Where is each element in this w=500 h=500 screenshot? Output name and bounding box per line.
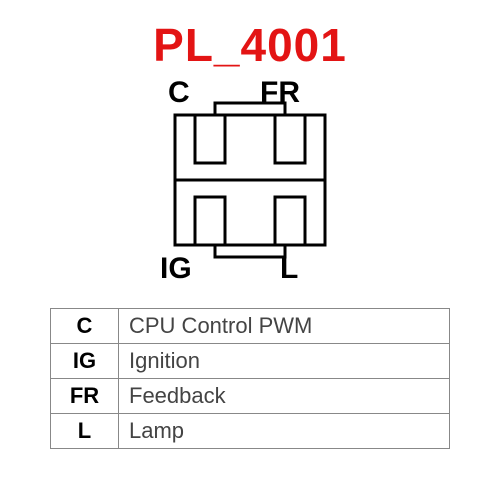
legend-code: L [51,414,119,449]
connector-svg [100,80,400,290]
pin-legend-table: C CPU Control PWM IG Ignition FR Feedbac… [50,308,450,449]
table-row: IG Ignition [51,344,450,379]
legend-desc: CPU Control PWM [119,309,450,344]
table-row: L Lamp [51,414,450,449]
legend-code: C [51,309,119,344]
pin-label-c: C [168,76,190,110]
table-row: FR Feedback [51,379,450,414]
legend-code: IG [51,344,119,379]
pin-label-l: L [280,252,298,286]
part-number-title: PL_4001 [0,0,500,72]
pin-label-ig: IG [160,252,192,286]
connector-diagram: C FR IG L [100,80,400,290]
legend-desc: Feedback [119,379,450,414]
legend-desc: Ignition [119,344,450,379]
pin-label-fr: FR [260,76,300,110]
legend-code: FR [51,379,119,414]
legend-desc: Lamp [119,414,450,449]
table-row: C CPU Control PWM [51,309,450,344]
